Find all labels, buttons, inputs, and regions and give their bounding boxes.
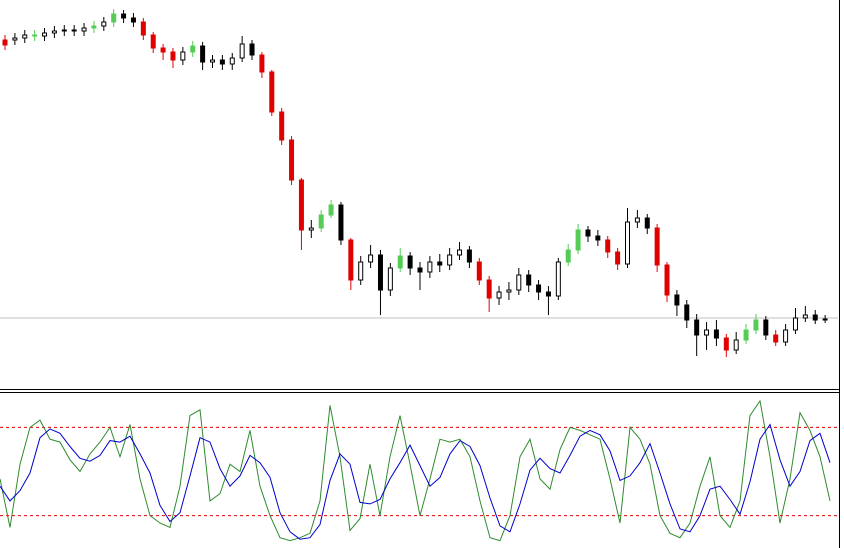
candle-body — [348, 239, 354, 281]
candle-body — [575, 229, 581, 251]
candle-body — [121, 13, 127, 19]
candle-body — [51, 30, 57, 34]
candle-body — [130, 17, 136, 23]
candle-body — [684, 304, 690, 321]
candle-body — [555, 261, 561, 297]
candle-body — [792, 317, 798, 331]
candle-body — [545, 291, 551, 297]
candle-body — [407, 255, 413, 269]
candle-body — [239, 43, 245, 59]
candle-body — [773, 334, 779, 343]
candle-body — [812, 314, 818, 321]
candle-body — [229, 57, 235, 65]
candle-body — [664, 264, 670, 296]
candle-body — [447, 254, 453, 266]
candle-body — [22, 34, 28, 39]
candle-body — [625, 221, 630, 265]
candle-body — [279, 111, 285, 141]
candle-body — [32, 34, 38, 37]
candle-body — [397, 255, 403, 269]
candle-body — [713, 329, 719, 339]
candle-body — [585, 229, 591, 237]
candle-body — [644, 217, 650, 229]
candle-body — [783, 329, 789, 343]
candle-body — [249, 43, 255, 56]
candle-body — [476, 261, 482, 281]
candle-body — [298, 179, 304, 231]
candle-body — [170, 51, 176, 61]
candle-body — [565, 249, 571, 263]
candle-body — [437, 261, 443, 266]
candle-body — [140, 21, 146, 36]
candle-body — [338, 204, 344, 241]
candle-body — [595, 235, 601, 241]
candle-body — [61, 29, 67, 32]
candle-body — [219, 59, 225, 65]
candle-body — [387, 267, 393, 291]
candle-body — [457, 249, 463, 256]
candle-body — [674, 294, 680, 306]
candle-body — [536, 284, 542, 293]
candle-body — [358, 261, 364, 281]
candle-body — [210, 59, 215, 63]
candle-body — [180, 51, 186, 61]
candle-body — [694, 319, 700, 336]
candle-body — [486, 279, 492, 299]
candle-body — [516, 274, 522, 291]
candle-body — [377, 254, 383, 291]
candle-body — [368, 254, 374, 263]
candle-body — [496, 291, 502, 299]
candle-body — [417, 267, 423, 273]
candle-body — [150, 34, 156, 49]
candle-body — [12, 37, 18, 41]
candle-body — [753, 319, 759, 331]
candle-body — [723, 337, 729, 351]
candle-body — [101, 21, 107, 27]
candle-body — [763, 319, 769, 336]
candle-body — [318, 214, 324, 229]
candle-body — [200, 45, 206, 63]
candle-body — [743, 329, 749, 341]
candle-body — [733, 339, 739, 351]
candle-body — [269, 71, 275, 113]
candle-body — [91, 25, 97, 29]
oscillator-line — [0, 399, 831, 542]
candle-body — [822, 318, 828, 321]
candle-body — [328, 204, 334, 216]
candle-body — [259, 54, 265, 73]
oscillator-line — [0, 423, 831, 540]
candle-body — [160, 47, 166, 53]
candle-body — [81, 27, 87, 32]
candle-body — [466, 249, 472, 263]
candle-body — [605, 239, 611, 253]
candle-body — [190, 45, 196, 53]
candle-body — [802, 314, 808, 319]
candle-body — [2, 39, 8, 46]
candle-body — [506, 289, 512, 293]
candle-body — [634, 217, 640, 223]
candle-body — [71, 29, 77, 32]
candle-body — [111, 13, 117, 23]
candle-body — [42, 32, 48, 37]
candle-body — [654, 227, 660, 266]
candle-body — [526, 274, 532, 286]
candle-body — [308, 227, 314, 231]
candle-body — [704, 329, 710, 336]
candle-body — [427, 261, 433, 273]
candle-body — [289, 139, 295, 181]
candle-body — [615, 251, 621, 265]
